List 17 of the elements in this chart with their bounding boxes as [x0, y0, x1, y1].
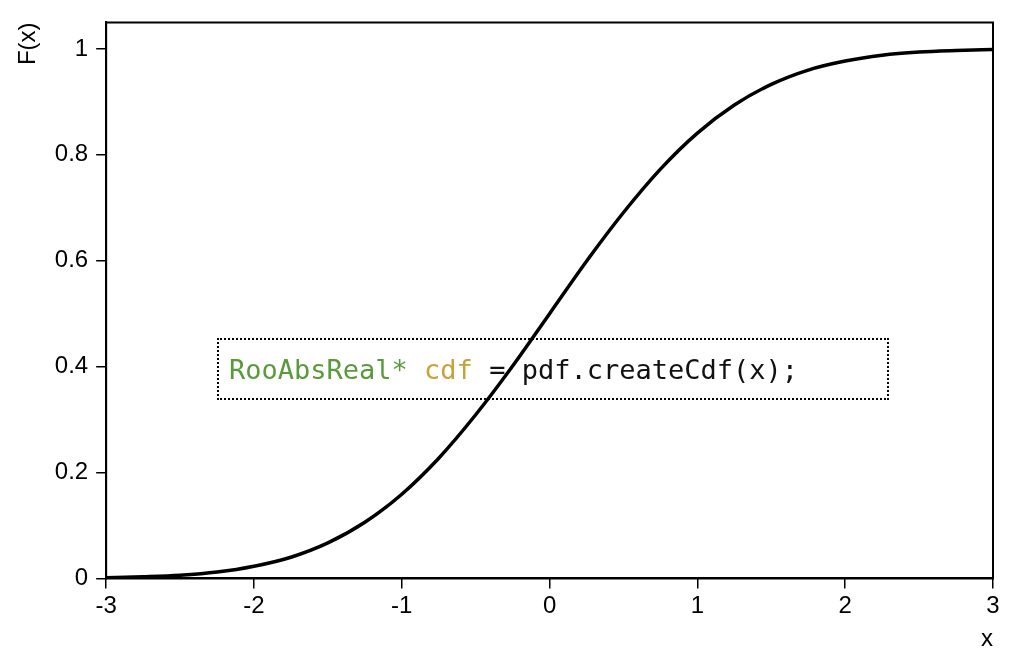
y-tick-label: 0.2 — [54, 457, 89, 485]
x-tick-label: 3 — [986, 591, 1000, 619]
y-tick-label: 0.4 — [54, 351, 89, 379]
annotation: RooAbsReal* cdf = pdf.createCdf(x); — [229, 353, 798, 385]
x-tick-label: 2 — [838, 591, 852, 619]
x-axis-title: x — [981, 624, 993, 652]
y-tick-label: 0.8 — [54, 139, 89, 167]
x-tick-label: -1 — [391, 591, 413, 619]
x-tick-label: -3 — [95, 591, 117, 619]
y-axis-title: F(x) — [13, 22, 41, 66]
x-tick-label: -2 — [243, 591, 265, 619]
code-note-box: RooAbsReal* cdf = pdf.createCdf(x); — [217, 338, 889, 400]
y-tick-label: 0.6 — [54, 245, 89, 273]
x-tick-label: 0 — [542, 591, 557, 619]
y-tick-label: 0 — [74, 563, 89, 591]
y-tick-label: 1 — [74, 33, 89, 61]
x-tick-label: 1 — [690, 591, 705, 619]
